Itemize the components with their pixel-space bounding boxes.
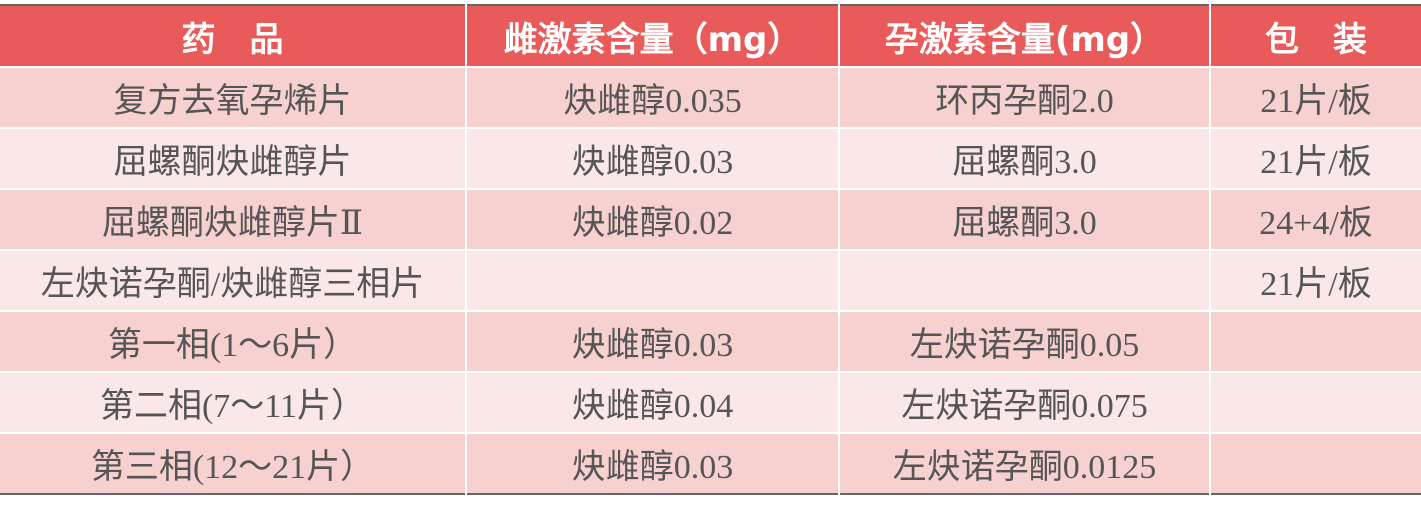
table-row: 第三相(12～21片） 炔雌醇0.03 左炔诺孕酮0.0125: [0, 432, 1421, 494]
progestin-cell: 左炔诺孕酮0.075: [838, 371, 1210, 433]
estrogen-cell: 炔雌醇0.035: [465, 66, 839, 128]
package-cell: 21片/板: [1209, 249, 1421, 311]
drug-cell: 复方去氧孕烯片: [0, 66, 466, 128]
table-row: 屈螺酮炔雌醇片 炔雌醇0.03 屈螺酮3.0 21片/板: [0, 127, 1421, 189]
progestin-cell: [838, 249, 1210, 311]
package-cell: 21片/板: [1209, 66, 1421, 128]
estrogen-cell: 炔雌醇0.03: [465, 310, 839, 372]
progestin-cell: 左炔诺孕酮0.05: [838, 310, 1210, 372]
package-cell: 24+4/板: [1209, 188, 1421, 250]
drug-cell: 屈螺酮炔雌醇片Ⅱ: [0, 188, 466, 250]
header-progestin: 孕激素含量(mg）: [838, 5, 1210, 67]
package-cell: [1209, 432, 1421, 494]
progestin-cell: 环丙孕酮2.0: [838, 66, 1210, 128]
table-row: 第二相(7～11片） 炔雌醇0.04 左炔诺孕酮0.075: [0, 371, 1421, 433]
package-cell: 21片/板: [1209, 127, 1421, 189]
estrogen-cell: [465, 249, 839, 311]
header-package: 包 装: [1209, 5, 1421, 67]
progestin-cell: 屈螺酮3.0: [838, 127, 1210, 189]
drug-cell: 第三相(12～21片）: [0, 432, 466, 494]
progestin-cell: 屈螺酮3.0: [838, 188, 1210, 250]
drug-cell: 左炔诺孕酮/炔雌醇三相片: [0, 249, 466, 311]
header-estrogen: 雌激素含量（mg）: [465, 5, 839, 67]
estrogen-cell: 炔雌醇0.03: [465, 432, 839, 494]
table-row: 屈螺酮炔雌醇片Ⅱ 炔雌醇0.02 屈螺酮3.0 24+4/板: [0, 188, 1421, 250]
drug-cell: 屈螺酮炔雌醇片: [0, 127, 466, 189]
table-row: 复方去氧孕烯片 炔雌醇0.035 环丙孕酮2.0 21片/板: [0, 66, 1421, 128]
drug-cell: 第一相(1～6片）: [0, 310, 466, 372]
progestin-cell: 左炔诺孕酮0.0125: [838, 432, 1210, 494]
drug-cell: 第二相(7～11片）: [0, 371, 466, 433]
header-drug: 药 品: [0, 5, 466, 67]
table-row: 第一相(1～6片） 炔雌醇0.03 左炔诺孕酮0.05: [0, 310, 1421, 372]
package-cell: [1209, 371, 1421, 433]
estrogen-cell: 炔雌醇0.02: [465, 188, 839, 250]
header-row: 药 品 雌激素含量（mg） 孕激素含量(mg） 包 装: [0, 5, 1421, 67]
table-row: 左炔诺孕酮/炔雌醇三相片 21片/板: [0, 249, 1421, 311]
estrogen-cell: 炔雌醇0.04: [465, 371, 839, 433]
package-cell: [1209, 310, 1421, 372]
estrogen-cell: 炔雌醇0.03: [465, 127, 839, 189]
drug-table: 药 品 雌激素含量（mg） 孕激素含量(mg） 包 装 复方去氧孕烯片 炔雌醇0.…: [0, 4, 1421, 495]
